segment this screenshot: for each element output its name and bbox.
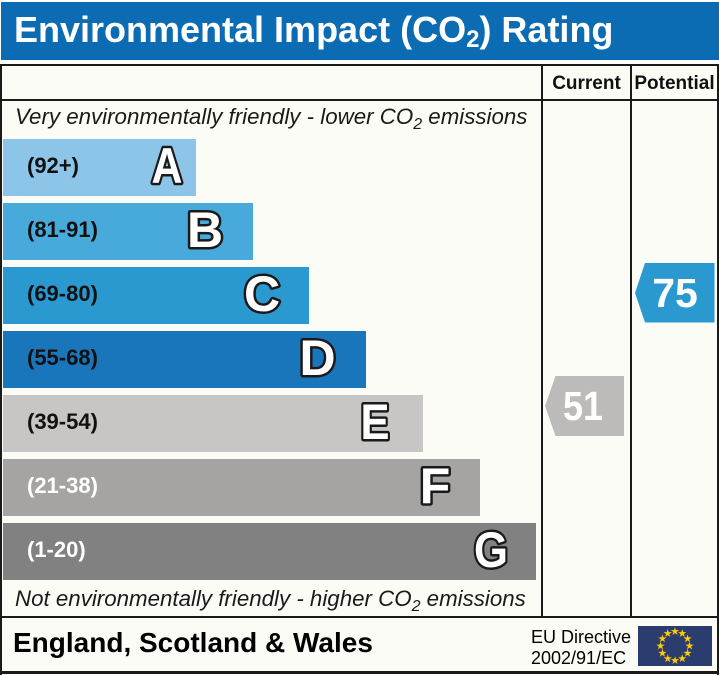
svg-text:51: 51 (563, 383, 603, 429)
svg-text:A: A (152, 138, 183, 194)
svg-text:B: B (187, 202, 223, 258)
svg-text:E: E (361, 394, 390, 450)
svg-text:F: F (420, 458, 451, 514)
svg-text:G: G (474, 522, 508, 578)
svg-text:C: C (244, 266, 280, 322)
svg-text:75: 75 (652, 270, 698, 316)
svg-text:D: D (299, 330, 335, 386)
